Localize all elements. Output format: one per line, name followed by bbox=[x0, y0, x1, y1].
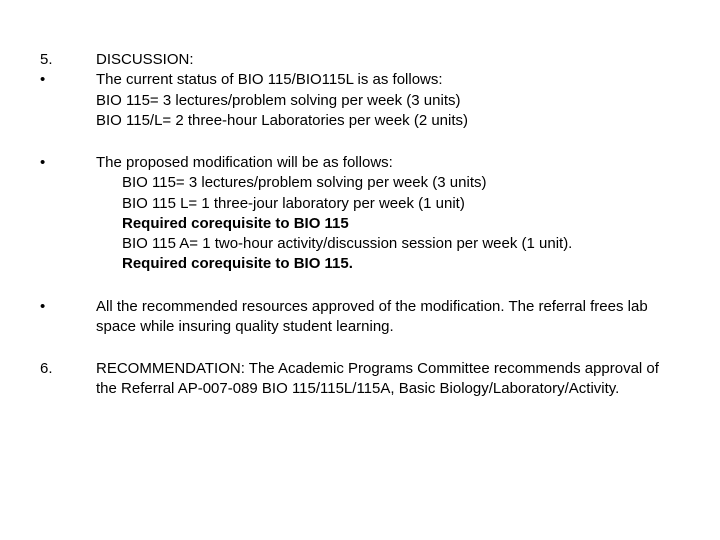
marker-column: • bbox=[40, 297, 96, 338]
body-line-bold: Required corequisite to BIO 115. bbox=[122, 254, 680, 274]
marker-column: 6. bbox=[40, 359, 96, 400]
bullet-icon: • bbox=[40, 70, 96, 90]
section-resources: • All the recommended resources approved… bbox=[40, 297, 680, 338]
content-column: RECOMMENDATION: The Academic Programs Co… bbox=[96, 359, 680, 400]
body-paragraph: RECOMMENDATION: The Academic Programs Co… bbox=[96, 359, 680, 400]
marker-column: 5. • bbox=[40, 50, 96, 131]
body-line: The proposed modification will be as fol… bbox=[96, 153, 680, 173]
body-line: BIO 115/L= 2 three-hour Laboratories per… bbox=[96, 111, 680, 131]
section-5-discussion: 5. • DISCUSSION: The current status of B… bbox=[40, 50, 680, 131]
body-line: BIO 115= 3 lectures/problem solving per … bbox=[96, 91, 680, 111]
list-number: 5. bbox=[40, 50, 96, 70]
content-column: All the recommended resources approved o… bbox=[96, 297, 680, 338]
body-line: BIO 115 A= 1 two-hour activity/discussio… bbox=[122, 234, 680, 254]
section-proposed-modification: • The proposed modification will be as f… bbox=[40, 153, 680, 275]
bullet-icon: • bbox=[40, 297, 96, 317]
bullet-icon: • bbox=[40, 153, 96, 173]
heading-discussion: DISCUSSION: bbox=[96, 50, 680, 70]
marker-column: • bbox=[40, 153, 96, 275]
indented-block: BIO 115= 3 lectures/problem solving per … bbox=[96, 173, 680, 274]
content-column: The proposed modification will be as fol… bbox=[96, 153, 680, 275]
list-number: 6. bbox=[40, 359, 96, 379]
body-line: The current status of BIO 115/BIO115L is… bbox=[96, 70, 680, 90]
body-paragraph: All the recommended resources approved o… bbox=[96, 297, 680, 338]
content-column: DISCUSSION: The current status of BIO 11… bbox=[96, 50, 680, 131]
body-line-bold: Required corequisite to BIO 115 bbox=[122, 214, 680, 234]
section-6-recommendation: 6. RECOMMENDATION: The Academic Programs… bbox=[40, 359, 680, 400]
body-line: BIO 115 L= 1 three-jour laboratory per w… bbox=[122, 194, 680, 214]
body-line: BIO 115= 3 lectures/problem solving per … bbox=[122, 173, 680, 193]
